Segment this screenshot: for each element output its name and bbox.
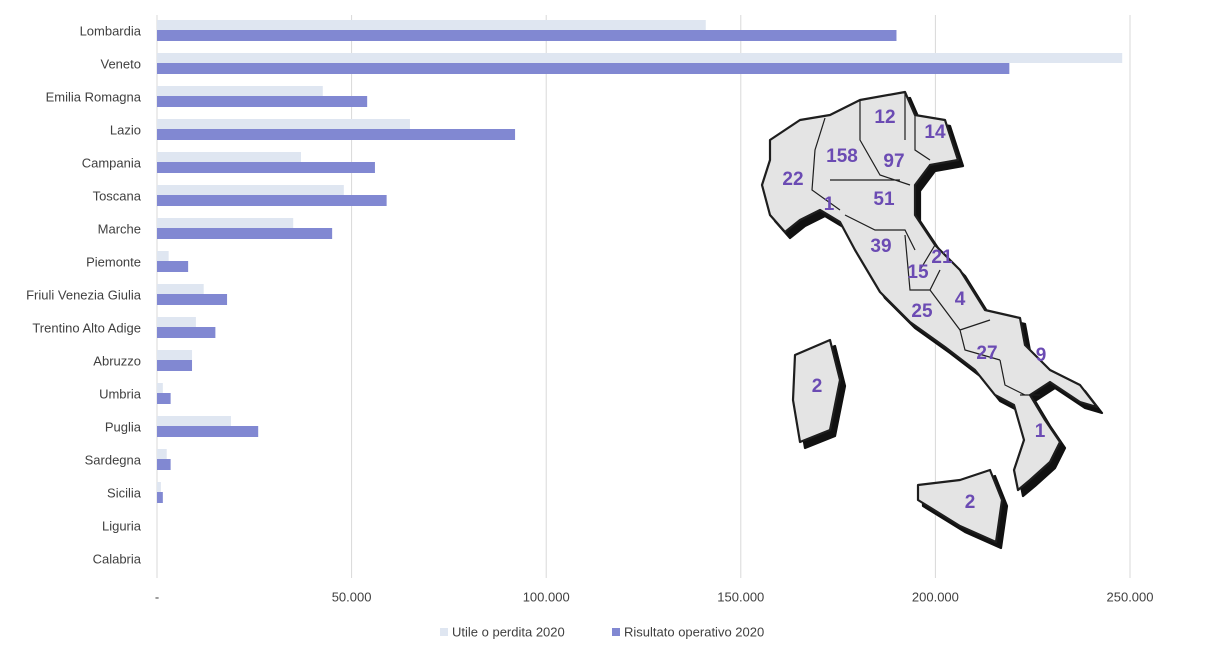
bar	[157, 383, 163, 393]
y-tick-label: Umbria	[99, 386, 142, 401]
map-label: 39	[870, 236, 891, 257]
bar	[157, 195, 387, 206]
y-tick-label: Marche	[98, 221, 141, 236]
legend-label: Risultato operativo 2020	[624, 624, 764, 639]
y-tick-label: Liguria	[102, 518, 142, 533]
map-label: 15	[907, 262, 929, 283]
map-label: 27	[976, 343, 997, 364]
y-tick-label: Abruzzo	[93, 353, 141, 368]
y-tick-label: Calabria	[93, 551, 142, 566]
sicily	[916, 468, 1004, 544]
x-tick-label: -	[155, 589, 159, 604]
bars: Lombardia Veneto Emilia Romagna Lazio Campan…	[26, 20, 1123, 566]
bar	[157, 53, 1123, 63]
bar	[157, 327, 216, 338]
bar	[157, 492, 163, 503]
bar	[157, 317, 196, 327]
map-label: 158	[826, 146, 858, 167]
y-tick-label: Emilia Romagna	[46, 89, 142, 104]
bar	[157, 119, 410, 129]
map-label: 51	[873, 189, 895, 210]
bar	[157, 228, 333, 239]
bar	[157, 185, 344, 195]
bar	[157, 449, 167, 459]
y-tick-label: Veneto	[101, 56, 142, 71]
bar	[157, 350, 193, 360]
italy-map	[760, 90, 1099, 544]
map-label: 4	[955, 289, 966, 310]
y-tick-label: Piemonte	[86, 254, 141, 269]
bar	[157, 482, 161, 492]
bar	[157, 63, 1010, 74]
bar	[157, 284, 204, 294]
bar	[157, 86, 323, 96]
y-tick-label: Puglia	[105, 419, 142, 434]
bar	[157, 426, 259, 437]
bar	[157, 360, 193, 371]
x-tick-label: 250.000	[1107, 589, 1154, 604]
y-tick-label: Trentino Alto Adige	[32, 320, 141, 335]
bar	[157, 218, 294, 228]
legend-swatch	[440, 628, 448, 636]
bar	[157, 20, 706, 30]
y-tick-label: Lazio	[110, 122, 141, 137]
map-label: 22	[782, 169, 803, 190]
bar	[157, 251, 169, 261]
bar	[157, 129, 516, 140]
map-label: 97	[883, 151, 904, 172]
y-tick-label: Campania	[82, 155, 142, 170]
mainland	[760, 90, 1099, 492]
sardinia	[791, 338, 842, 444]
x-tick-label: 200.000	[912, 589, 959, 604]
map-label: 1	[824, 194, 835, 215]
map-label: 9	[1036, 345, 1047, 366]
map-label: 1	[1035, 421, 1046, 442]
region-borders	[811, 92, 1040, 396]
map-label: 2	[965, 492, 976, 513]
legend: Utile o perdita 2020 Risultato operativo …	[440, 624, 764, 639]
y-tick-label: Friuli Venezia Giulia	[26, 287, 142, 302]
x-tick-label: 100.000	[523, 589, 570, 604]
region-border	[811, 92, 1040, 396]
bar	[157, 393, 171, 404]
map-label: 14	[924, 122, 946, 143]
map-label: 12	[874, 107, 895, 128]
bar	[157, 96, 368, 107]
bar	[157, 416, 231, 426]
bar	[157, 459, 171, 470]
y-tick-label: Toscana	[93, 188, 142, 203]
x-tick-label: 50.000	[332, 589, 372, 604]
y-tick-label: Sicilia	[107, 485, 142, 500]
map-label: 21	[931, 247, 953, 268]
map-label: 25	[911, 301, 933, 322]
legend-label: Utile o perdita 2020	[452, 624, 565, 639]
bar	[157, 294, 228, 305]
y-tick-label: Lombardia	[80, 23, 142, 38]
bar	[157, 30, 897, 41]
bar	[157, 152, 302, 162]
legend-swatch	[612, 628, 620, 636]
map-label: 2	[812, 376, 823, 397]
bar	[157, 261, 189, 272]
bar	[157, 162, 375, 173]
y-tick-label: Sardegna	[85, 452, 142, 467]
x-tick-label: 150.000	[717, 589, 764, 604]
